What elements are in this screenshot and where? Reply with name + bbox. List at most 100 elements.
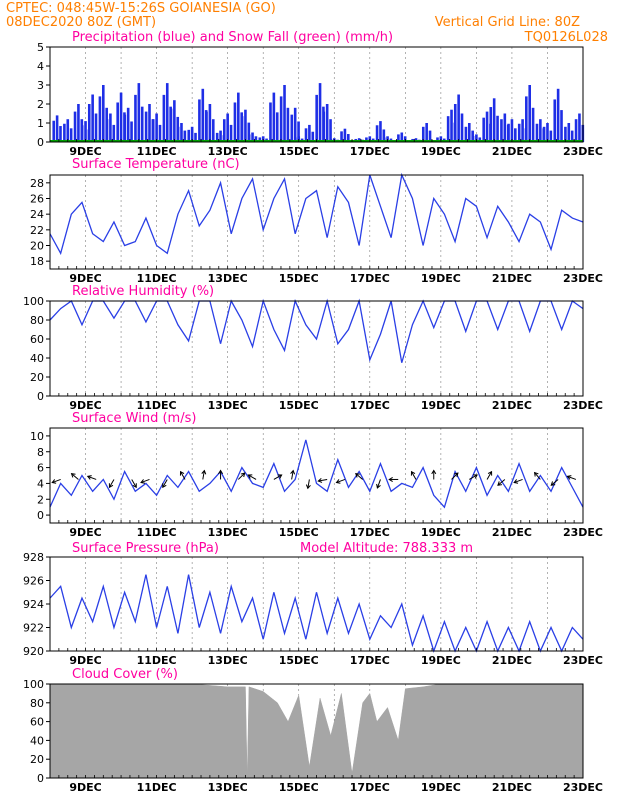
precip-bar: [308, 124, 311, 142]
x-tick-label: 19DEC: [421, 526, 461, 539]
precip-bar: [198, 99, 201, 142]
precip-bar: [297, 121, 300, 142]
wind-arrow-head: [179, 470, 185, 476]
y-tick-label: 0: [37, 509, 44, 522]
wind-arrow: [109, 479, 115, 488]
wind-arrow: [140, 478, 150, 484]
panel-title: Surface Wind (m/s): [72, 411, 196, 426]
wind-arrow: [71, 473, 79, 480]
wind-arrow-head: [566, 475, 572, 480]
precip-bar: [397, 134, 400, 142]
x-tick-label: 9DEC: [69, 654, 101, 667]
precip-bar: [485, 111, 489, 142]
wind-arrow-head: [240, 472, 246, 478]
wind-arrow-head: [140, 479, 146, 484]
precip-bar: [187, 129, 191, 142]
precip-bar: [510, 119, 514, 142]
precip-bar: [453, 104, 457, 142]
precip-bar: [496, 115, 499, 142]
precip-bar: [169, 108, 173, 142]
precip-bar: [87, 104, 91, 142]
panel-title: Cloud Cover (%): [72, 667, 178, 682]
header-grid-line: Vertical Grid Line: 80Z: [435, 15, 580, 30]
precip-bar: [365, 137, 368, 142]
x-tick-label: 13DEC: [208, 781, 248, 794]
wind-arrow-head: [513, 479, 519, 484]
y-tick-label: 926: [23, 575, 44, 588]
panel-frame: [49, 427, 584, 524]
precip-bar: [340, 131, 343, 142]
x-tick-label: 19DEC: [421, 399, 461, 412]
precip-bar: [311, 131, 315, 142]
precip-bar: [304, 128, 308, 142]
wind-arrow-head: [410, 470, 416, 476]
precip-bar: [475, 134, 478, 142]
precip-bar: [165, 83, 169, 142]
precip-bar: [464, 126, 468, 142]
wind-arrow-head: [162, 483, 167, 489]
x-tick-label: 23DEC: [563, 654, 603, 667]
wind-arrow: [513, 478, 523, 484]
precip-bar: [471, 135, 475, 142]
precip-bar: [514, 128, 517, 142]
header-model-id: TQ0126L028: [524, 30, 608, 45]
y-tick-label: 60: [30, 716, 44, 729]
panel-3: Surface Wind (m/s) 0 2 4 6 8 10 9DEC 11DEC 13DEC 1…: [30, 411, 603, 539]
precip-bar: [574, 119, 578, 142]
wind-arrow: [307, 479, 310, 489]
y-tick-label: 20: [30, 371, 44, 384]
wind-arrow: [52, 478, 61, 484]
precip-bar: [279, 96, 283, 142]
precip-bar: [94, 113, 98, 142]
precip-bar: [564, 126, 567, 142]
x-tick-label: 13DEC: [208, 145, 248, 158]
precip-bar: [489, 107, 493, 142]
precip-bar: [535, 123, 539, 142]
precip-bar: [59, 126, 62, 142]
precip-bar: [162, 94, 166, 142]
precip-bar: [382, 137, 386, 142]
precip-bar: [553, 99, 557, 142]
wind-arrow: [202, 470, 205, 480]
x-tick-label: 9DEC: [69, 399, 101, 412]
y-tick-label: 28: [30, 177, 44, 190]
x-tick-label: 23DEC: [563, 781, 603, 794]
precip-bar: [258, 137, 262, 142]
precip-bar: [269, 102, 272, 142]
wind-arrow: [534, 472, 541, 480]
panel-subtitle: Model Altitude: 788.333 m: [300, 541, 473, 556]
wind-arrow-head: [533, 471, 539, 477]
y-tick-label: 20: [30, 753, 44, 766]
wind-arrow: [355, 473, 364, 480]
header: CPTEC: 048:45W-15:26S GOIANESIA (GO) 08D…: [6, 1, 608, 45]
wind-arrow-head: [290, 469, 296, 475]
wind-arrow: [180, 471, 186, 480]
y-tick-label: 80: [30, 314, 44, 327]
precip-bar: [140, 106, 144, 142]
precip-bar: [102, 85, 105, 142]
x-tick-label: 9DEC: [69, 781, 101, 794]
precip-bar: [315, 94, 318, 142]
y-tick-label: 0: [37, 136, 44, 149]
precip-bar: [158, 124, 162, 142]
precip-bar: [123, 114, 127, 142]
precip-bar: [84, 121, 87, 142]
wind-arrow: [162, 479, 168, 488]
precip-bar: [251, 132, 254, 142]
panel-5: Cloud Cover (%) 0 20 40 60 80 100 9DEC 11DEC 13DE…: [23, 667, 603, 794]
precip-bar: [293, 107, 297, 142]
wind-arrow-head: [376, 483, 381, 489]
precip-bar: [190, 126, 194, 142]
y-tick-label: 0: [37, 390, 44, 403]
precip-bar: [194, 132, 197, 142]
precip-bar: [450, 109, 453, 142]
wind-arrow-head: [132, 483, 137, 489]
precip-bar: [105, 119, 109, 142]
precip-bar: [556, 88, 560, 142]
x-tick-label: 21DEC: [492, 145, 532, 158]
x-tick-label: 13DEC: [208, 272, 248, 285]
precip-bar: [233, 102, 237, 142]
precip-bar: [567, 123, 571, 142]
y-tick-label: 26: [30, 193, 44, 206]
precip-bar: [436, 137, 439, 142]
